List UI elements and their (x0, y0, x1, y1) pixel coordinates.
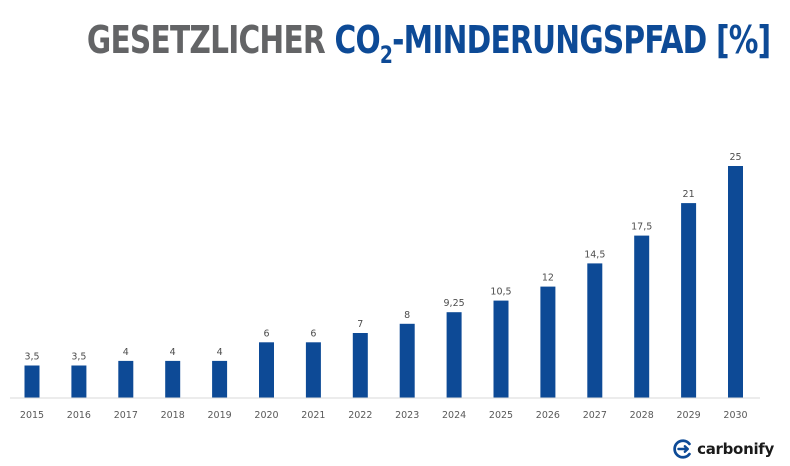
x-tick-2016: 2016 (67, 410, 91, 421)
data-label-2030: 25 (729, 152, 741, 163)
carbonify-logo: carbonify (672, 438, 774, 460)
bar-2027 (587, 263, 603, 398)
data-label-2023: 8 (404, 310, 410, 321)
data-label-2020: 6 (263, 328, 269, 339)
title-part-blue: -MINDERUNGSPFAD [%] (392, 18, 771, 62)
data-label-2027: 14,5 (584, 249, 605, 260)
data-label-2024: 9,25 (444, 298, 465, 309)
bar-2030 (728, 166, 743, 398)
data-label-2016: 3,5 (71, 352, 86, 363)
x-tick-labels-group: 2015 2016 2017 2018 2019 2020 2021 2022 2023 2024… (20, 410, 748, 421)
x-tick-2022: 2022 (348, 410, 372, 421)
title-subscript: 2 (379, 41, 393, 69)
bar-2029 (681, 203, 697, 398)
bar-2021 (305, 342, 321, 398)
bars-group (24, 166, 743, 398)
x-tick-2019: 2019 (208, 410, 232, 421)
x-tick-2024: 2024 (442, 410, 466, 421)
x-tick-2017: 2017 (114, 410, 138, 421)
data-label-2028: 17,5 (631, 222, 652, 233)
x-tick-2026: 2026 (536, 410, 560, 421)
title-co: CO (334, 18, 381, 62)
x-tick-2025: 2025 (489, 410, 513, 421)
data-label-2025: 10,5 (490, 287, 511, 298)
data-label-2026: 12 (542, 273, 554, 284)
data-label-2019: 4 (217, 347, 223, 358)
x-tick-2023: 2023 (395, 410, 419, 421)
x-tick-2020: 2020 (254, 410, 278, 421)
bar-2024 (446, 312, 462, 398)
data-label-2018: 4 (170, 347, 176, 358)
data-labels-group: 3,5 3,5 4 4 4 6 6 7 8 9,25 10,5 12 14,5 17,5 21 25 (24, 152, 741, 363)
bar-2025 (493, 300, 509, 398)
bar-2022 (352, 333, 368, 398)
bar-2015 (24, 365, 40, 398)
x-tick-2029: 2029 (677, 410, 701, 421)
x-tick-2021: 2021 (301, 410, 325, 421)
data-label-2017: 4 (123, 347, 129, 358)
bar-2016 (71, 365, 87, 398)
data-label-2015: 3,5 (24, 352, 39, 363)
bar-2026 (540, 286, 556, 398)
x-tick-2018: 2018 (161, 410, 185, 421)
data-label-2029: 21 (683, 189, 695, 200)
chart-title: GESETZLICHER CO2-MINDERUNGSPFAD [%] (86, 18, 771, 69)
carbonify-logo-icon (673, 439, 691, 459)
bar-2023 (399, 323, 415, 398)
x-tick-2015: 2015 (20, 410, 44, 421)
bar-2017 (118, 360, 134, 398)
title-part-gray: GESETZLICHER (86, 18, 335, 62)
brand-name: carbonify (697, 440, 774, 458)
x-tick-2030: 2030 (723, 410, 747, 421)
bar-2019 (212, 360, 228, 398)
bar-2020 (259, 342, 274, 398)
bar-2028 (634, 235, 650, 398)
x-tick-2028: 2028 (630, 410, 654, 421)
bar-2018 (165, 360, 181, 398)
data-label-2021: 6 (310, 328, 316, 339)
data-label-2022: 7 (357, 319, 363, 330)
x-tick-2027: 2027 (583, 410, 607, 421)
